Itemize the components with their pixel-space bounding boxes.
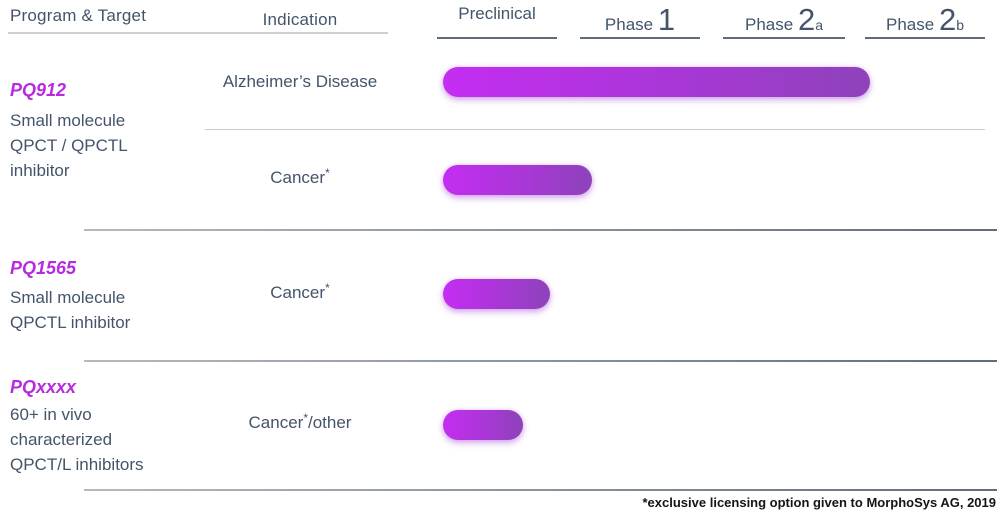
indication-label-alzheimers: Alzheimer’s Disease <box>190 72 410 92</box>
header-underline <box>8 32 388 34</box>
progress-bar-pq1565-cancer <box>443 279 550 309</box>
phase-underline-phase2b <box>865 37 985 39</box>
program-description-line: QPCTL inhibitor <box>10 313 131 332</box>
program-description-pq912: Small molecule QPCT / QPCTL inhibitor <box>10 108 128 183</box>
section-divider <box>84 229 997 231</box>
program-description-line: characterized <box>10 430 113 449</box>
section-divider <box>84 360 997 362</box>
program-description-line: QPCT/L inhibitors <box>10 455 144 474</box>
column-header-program-target: Program & Target <box>10 6 147 25</box>
phase-suffix: a <box>815 17 823 33</box>
indication-label-cancer-pq912: Cancer* <box>190 166 410 188</box>
program-description-line: 60+ in vivo <box>10 405 92 424</box>
program-description-line: Small molecule <box>10 288 126 307</box>
column-header-indication: Indication <box>262 10 338 29</box>
phase-header-preclinical: Preclinical <box>437 4 557 36</box>
indication-text: Cancer <box>248 413 304 432</box>
program-description-pq1565: Small molecule QPCTL inhibitor <box>10 285 130 335</box>
phase-number: 2 <box>938 2 957 37</box>
program-description-pqxxxx: 60+ in vivo characterized QPCT/L inhibit… <box>10 402 144 477</box>
indication-asterisk: * <box>325 166 330 180</box>
phase-label: Phase <box>886 15 939 34</box>
program-name-pq1565: PQ1565 <box>10 258 77 278</box>
phase-label: Phase <box>604 15 658 34</box>
progress-bar-pqxxxx-cancer-other <box>443 410 523 440</box>
indication-label-cancer-other: Cancer*/other <box>190 411 410 433</box>
indication-asterisk: * <box>325 281 330 295</box>
phase-number: 1 <box>657 2 676 37</box>
indication-text: Alzheimer’s Disease <box>222 72 378 91</box>
bottom-divider <box>84 489 997 491</box>
indication-text-after: /other <box>308 413 352 432</box>
phase-underline-phase1 <box>580 37 700 39</box>
program-name-pq912: PQ912 <box>10 80 67 100</box>
progress-bar-pq912-alzheimers <box>443 67 870 97</box>
phase-suffix: b <box>956 17 964 33</box>
indication-text: Cancer <box>270 283 326 302</box>
indication-asterisk: * <box>303 411 308 425</box>
footnote: *exclusive licensing option given to Mor… <box>642 495 997 510</box>
phase-underline-phase2a <box>723 37 845 39</box>
phase-header-phase1: Phase 1 <box>580 4 700 36</box>
program-description-line: inhibitor <box>10 161 70 180</box>
phase-number: 2 <box>797 2 816 37</box>
phase-label: Phase <box>745 15 798 34</box>
program-name-pqxxxx: PQxxxx <box>10 377 77 397</box>
indication-label-cancer-pq1565: Cancer* <box>190 281 410 303</box>
program-description-line: QPCT / QPCTL <box>10 136 128 155</box>
row-divider <box>205 129 985 130</box>
phase-underline-preclinical <box>437 37 557 39</box>
phase-label: Preclinical <box>458 4 536 23</box>
program-description-line: Small molecule <box>10 111 126 130</box>
progress-bar-pq912-cancer <box>443 165 592 195</box>
indication-text: Cancer <box>270 168 326 187</box>
